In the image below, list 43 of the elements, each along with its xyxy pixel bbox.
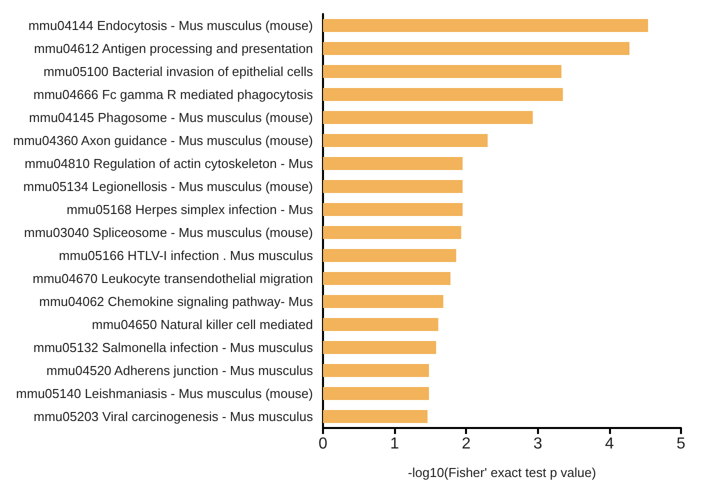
bar [323, 42, 630, 55]
bar [323, 387, 429, 400]
x-tick-label: 4 [604, 436, 614, 452]
y-tick-label: mmu05132 Salmonella infection - Mus musculus [33, 340, 314, 355]
y-tick-label: mmu04062 Chemokine signaling pathway- Mus [39, 294, 314, 309]
bar [323, 318, 438, 331]
y-tick-label: mmu04144 Endocytosis - Mus musculus (mouse) [28, 18, 313, 33]
bar [323, 341, 436, 354]
bar [323, 157, 463, 170]
bar [323, 203, 463, 216]
y-tick-label: mmu04612 Antigen processing and presentation [34, 41, 313, 56]
bar [323, 180, 463, 193]
x-axis-title: -log10(Fisher' exact test p value) [408, 465, 596, 480]
y-tick-label: mmu05140 Leishmaniasis - Mus musculus (mouse) [16, 386, 313, 401]
y-tick-label: mmu05203 Viral carcinogenesis - Mus musculus [34, 409, 314, 424]
bar [323, 410, 428, 423]
x-tick-label: 2 [462, 436, 471, 452]
bar [323, 272, 450, 285]
bar [323, 134, 488, 147]
x-tick-label: 5 [676, 436, 686, 452]
y-tick-label: mmu04650 Natural killer cell mediated [92, 317, 313, 332]
x-tick-label: 0 [318, 436, 328, 452]
bar [323, 364, 429, 377]
bar [323, 226, 462, 239]
x-tick-label: 1 [390, 436, 400, 452]
bar [323, 65, 562, 78]
y-tick-label: mmu05100 Bacterial invasion of epithelial cells [43, 64, 314, 79]
y-tick-label: mmu04360 Axon guidance - Mus musculus (mouse) [13, 133, 313, 148]
y-tick-label: mmu03040 Spliceosome - Mus musculus (mouse) [24, 225, 313, 240]
y-tick-label: mmu04145 Phagosome - Mus musculus (mouse) [29, 110, 313, 125]
bar [323, 19, 648, 32]
x-tick-label: 3 [533, 436, 542, 452]
y-tick-label: mmu05166 HTLV-I infection . Mus musculus [58, 248, 314, 263]
bar [323, 111, 533, 124]
y-tick-label: mmu04670 Leukocyte transendothelial migration [32, 271, 313, 286]
y-tick-label: mmu04666 Fc gamma R mediated phagocytosis [33, 87, 314, 102]
bar [323, 249, 456, 262]
bar [323, 88, 563, 101]
y-tick-label: mmu04810 Regulation of actin cytoskeleton - Mus [24, 156, 314, 171]
y-tick-label: mmu05134 Legionellosis - Mus musculus (mouse) [23, 179, 313, 194]
bar [323, 295, 444, 308]
y-tick-label: mmu04520 Adherens junction - Mus musculus [46, 363, 314, 378]
y-tick-label: mmu05168 Herpes simplex infection - Mus [66, 202, 314, 217]
